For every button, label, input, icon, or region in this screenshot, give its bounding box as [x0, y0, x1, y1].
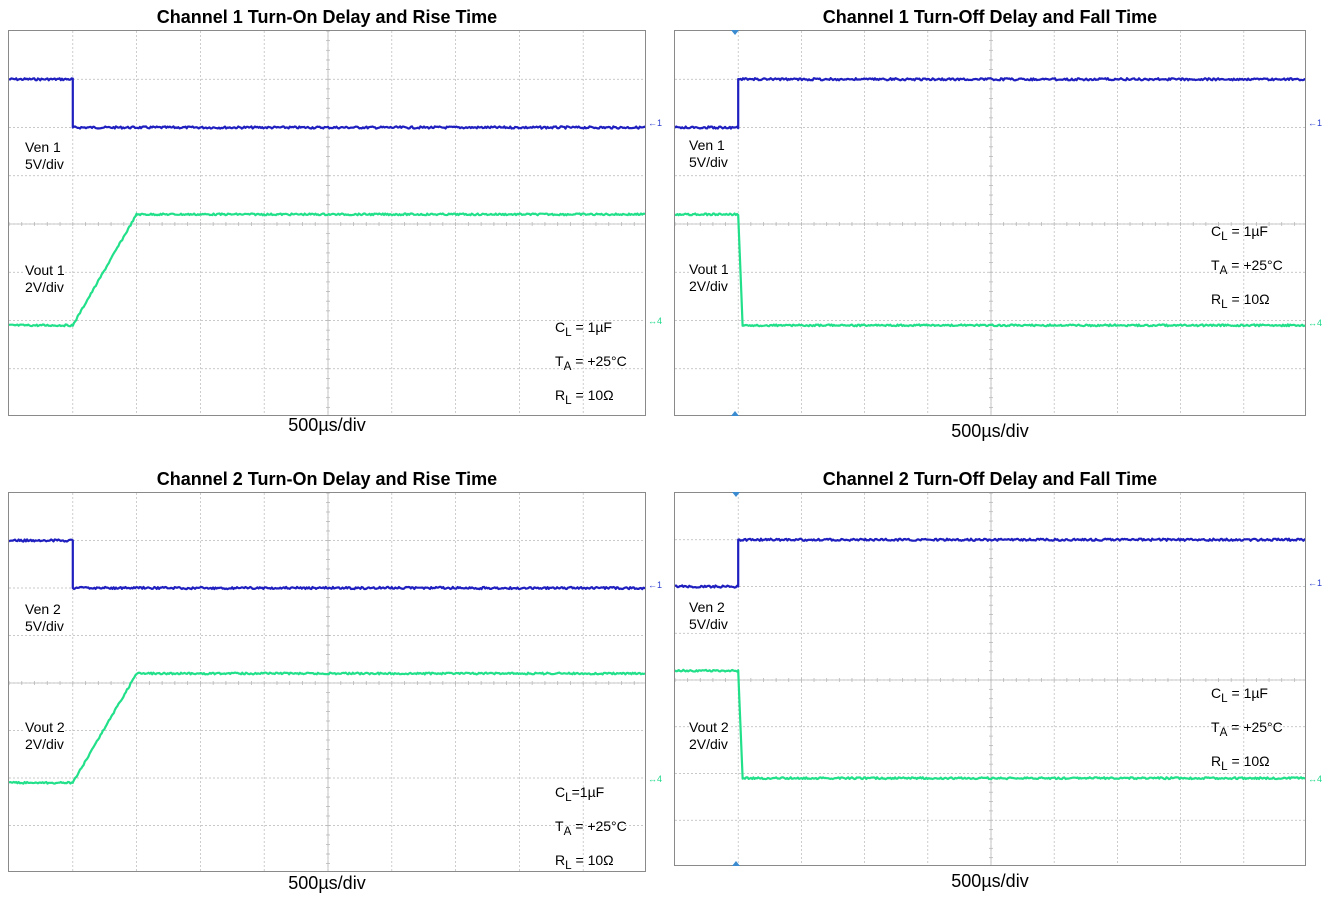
trace-ven-1 — [9, 77, 645, 130]
chart-panel-ch1-turn-off: Channel 1 Turn-Off Delay and Fall Time V… — [674, 6, 1322, 441]
annotation-rl: RL = 10Ω — [1211, 752, 1270, 773]
annotation-rl: RL = 10Ω — [555, 386, 614, 407]
timebase-label: 500µs/div — [288, 873, 366, 893]
scope-plot — [9, 493, 645, 871]
chart-title: Channel 1 Turn-Off Delay and Fall Time — [822, 7, 1158, 27]
vout-label-name: Vout 1 — [689, 261, 729, 277]
scope-screen: Ven 2 5V/div Vout 2 2V/div CL = 1µF TA =… — [674, 492, 1306, 866]
vout-label-scale: 2V/div — [689, 278, 728, 294]
chart-panel-ch2-turn-off: Channel 2 Turn-Off Delay and Fall Time V… — [674, 468, 1322, 898]
trigger-marker-top — [731, 30, 739, 35]
chart-title: Channel 2 Turn-On Delay and Rise Time — [156, 469, 498, 489]
scope-screen: Ven 1 5V/div Vout 1 2V/div CL = 1µF TA =… — [8, 30, 646, 416]
annotation-cl: CL = 1µF — [1211, 685, 1268, 705]
annotation-ta: TA = +25°C — [555, 352, 627, 373]
vout-label: Vout 1 2V/div — [689, 261, 729, 295]
timebase-label: 500µs/div — [951, 421, 1029, 441]
annotation-rl: RL = 10Ω — [1211, 290, 1270, 311]
conditions-annotation: CL = 1µF TA = +25°C RL = 10Ω — [555, 313, 627, 414]
ch1-ground-marker: ←1 — [1308, 118, 1323, 128]
trigger-marker-bottom — [732, 861, 740, 866]
trace-vout-1 — [9, 212, 645, 328]
chart-title: Channel 2 Turn-Off Delay and Fall Time — [822, 469, 1158, 489]
trace-ven-1 — [675, 77, 1305, 130]
chart-panel-ch1-turn-on: Channel 1 Turn-On Delay and Rise Time Ve… — [8, 6, 662, 438]
ven-label-name: Ven 1 — [25, 139, 61, 155]
ven-label-name: Ven 2 — [689, 599, 725, 615]
trace-vout-2 — [675, 668, 1305, 781]
ven-label-name: Ven 1 — [689, 137, 725, 153]
ch4-ground-marker: ↔4 — [648, 316, 663, 326]
timebase-label: 500µs/div — [288, 415, 366, 435]
ven-label-scale: 5V/div — [25, 156, 64, 172]
annotation-cl: CL=1µF — [555, 784, 605, 804]
scope-screen: Ven 2 5V/div Vout 2 2V/div CL=1µF TA = +… — [8, 492, 646, 872]
ven-label: Ven 1 5V/div — [689, 137, 728, 171]
conditions-annotation: CL=1µF TA = +25°C RL = 10Ω — [555, 778, 627, 872]
vout-label: Vout 2 2V/div — [689, 719, 729, 753]
annotation-ta: TA = +25°C — [555, 817, 627, 838]
trace-ven-2 — [675, 537, 1305, 589]
ven-label: Ven 1 5V/div — [25, 139, 64, 173]
ch4-ground-marker: ↔4 — [648, 774, 663, 784]
chart-panel-ch2-turn-on: Channel 2 Turn-On Delay and Rise Time Ve… — [8, 468, 662, 898]
ven-label-scale: 5V/div — [25, 618, 64, 634]
trigger-marker-top — [732, 492, 740, 497]
trigger-marker-bottom — [731, 411, 739, 416]
ch4-ground-marker: ↔4 — [1308, 774, 1323, 784]
annotation-ta: TA = +25°C — [1211, 256, 1283, 277]
annotation-ta: TA = +25°C — [1211, 718, 1283, 739]
ven-label-scale: 5V/div — [689, 154, 728, 170]
timebase-label: 500µs/div — [951, 871, 1029, 891]
conditions-annotation: CL = 1µF TA = +25°C RL = 10Ω — [1211, 679, 1283, 780]
scope-plot — [9, 31, 645, 415]
vout-label: Vout 1 2V/div — [25, 262, 65, 296]
trace-ven-2 — [9, 538, 645, 591]
annotation-rl: RL = 10Ω — [555, 851, 614, 872]
vout-label-scale: 2V/div — [689, 736, 728, 752]
chart-title: Channel 1 Turn-On Delay and Rise Time — [156, 7, 498, 27]
scope-plot — [675, 31, 1305, 415]
scope-screen: Ven 1 5V/div Vout 1 2V/div CL = 1µF TA =… — [674, 30, 1306, 416]
ch1-ground-marker: ←1 — [1308, 578, 1323, 588]
ch1-ground-marker: ←1 — [648, 118, 663, 128]
vout-label-name: Vout 2 — [25, 719, 65, 735]
vout-label-name: Vout 2 — [689, 719, 729, 735]
annotation-cl: CL = 1µF — [1211, 223, 1268, 243]
vout-label-name: Vout 1 — [25, 262, 65, 278]
ven-label: Ven 2 5V/div — [689, 599, 728, 633]
vout-label-scale: 2V/div — [25, 736, 64, 752]
ch4-ground-marker: ↔4 — [1308, 318, 1323, 328]
conditions-annotation: CL = 1µF TA = +25°C RL = 10Ω — [1211, 217, 1283, 318]
trace-vout-2 — [9, 671, 645, 785]
ch1-ground-marker: ←1 — [648, 580, 663, 590]
vout-label-scale: 2V/div — [25, 279, 64, 295]
ven-label-scale: 5V/div — [689, 616, 728, 632]
trace-vout-1 — [675, 212, 1305, 328]
ven-label: Ven 2 5V/div — [25, 601, 64, 635]
scope-plot — [675, 493, 1305, 865]
vout-label: Vout 2 2V/div — [25, 719, 65, 753]
annotation-cl: CL = 1µF — [555, 319, 612, 339]
ven-label-name: Ven 2 — [25, 601, 61, 617]
